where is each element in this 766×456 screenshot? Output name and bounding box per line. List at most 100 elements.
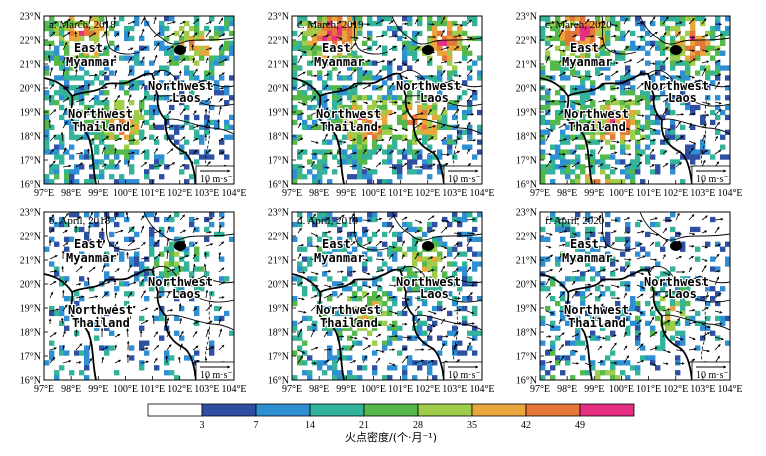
wind-arrow <box>88 163 95 168</box>
fire-cell <box>194 129 200 135</box>
fire-cell <box>54 370 60 376</box>
fire-cell <box>317 216 323 223</box>
fire-cell <box>49 95 55 101</box>
fire-cell <box>74 350 80 356</box>
fire-cell <box>84 350 90 356</box>
wind-arrow <box>49 332 57 338</box>
fire-cell <box>149 104 155 111</box>
map-panel-d: EastMyanmarNorthwestLaosNorthwestThailan… <box>268 208 495 396</box>
fire-cell <box>555 119 561 126</box>
fire-cell <box>472 154 478 160</box>
fire-cell <box>99 169 105 175</box>
wind-arrow <box>649 346 658 351</box>
fire-cell <box>685 30 691 37</box>
wind-arrow <box>401 138 408 142</box>
wind-arrow <box>440 69 446 77</box>
fire-cell <box>590 276 596 282</box>
wind-arrow <box>571 319 576 325</box>
wind-arrow <box>218 58 228 64</box>
fire-cell <box>540 256 546 262</box>
fire-cell <box>337 246 343 252</box>
fire-cell <box>367 70 373 76</box>
fire-cell <box>297 109 303 116</box>
fire-cell <box>74 35 80 42</box>
fire-cell <box>625 90 631 96</box>
wind-arrow <box>127 305 136 312</box>
wind-scale-box <box>691 361 730 380</box>
fire-cell <box>342 25 348 32</box>
fire-cell <box>367 104 373 111</box>
fire-cell <box>164 35 170 42</box>
fire-cell <box>397 164 403 170</box>
wind-arrow <box>427 323 436 328</box>
fire-cell <box>337 114 343 121</box>
wind-arrow <box>558 217 566 221</box>
fire-cell <box>585 45 591 51</box>
fire-cell <box>690 291 696 297</box>
fire-cell <box>605 212 611 218</box>
fire-cell <box>139 345 145 351</box>
fire-cell <box>124 25 130 32</box>
fire-cell <box>705 85 711 91</box>
fire-cell <box>655 241 661 247</box>
wind-arrow <box>584 140 592 144</box>
fire-cell <box>317 50 323 56</box>
fire-cell <box>407 65 413 71</box>
fire-cell <box>575 330 581 336</box>
fire-cell <box>605 251 611 257</box>
fire-cell <box>184 119 190 126</box>
fire-cell <box>685 149 691 155</box>
fire-cell <box>565 139 571 145</box>
fire-cell <box>625 144 631 150</box>
fire-cell <box>224 45 230 51</box>
wind-arrow <box>375 162 382 168</box>
fire-cell <box>204 271 210 277</box>
fire-cell <box>94 149 100 155</box>
fire-cell <box>462 45 468 51</box>
wind-arrow <box>597 284 605 287</box>
fire-cell <box>580 35 586 42</box>
fire-cell <box>620 144 626 150</box>
fire-cell <box>625 80 631 86</box>
fire-cell <box>317 75 323 81</box>
fire-cell <box>680 310 686 317</box>
fire-cell <box>560 40 566 46</box>
fire-cell <box>332 40 338 46</box>
fire-cell <box>302 370 308 376</box>
fire-cell <box>432 75 438 81</box>
fire-cell <box>219 315 225 322</box>
wind-arrow <box>49 84 55 90</box>
fire-cell <box>635 139 641 145</box>
fire-cell <box>367 320 373 326</box>
wind-arrow <box>323 230 332 234</box>
wind-arrow <box>310 244 320 248</box>
fire-cell <box>625 174 631 180</box>
fire-cell <box>690 154 696 160</box>
fire-cell <box>645 114 651 121</box>
fire-cell <box>695 320 701 326</box>
fire-cell <box>44 124 50 130</box>
fire-cell <box>432 129 438 135</box>
colorbar-tick-label: 49 <box>575 420 585 431</box>
fire-cell <box>367 236 373 242</box>
fire-cell <box>307 261 313 267</box>
wind-arrow <box>297 54 303 64</box>
fire-cell <box>179 286 185 292</box>
fire-cell <box>680 124 686 130</box>
fire-cell <box>600 164 606 170</box>
fire-cell <box>620 35 626 42</box>
fire-cell <box>605 320 611 326</box>
wind-arrow <box>323 49 331 52</box>
lon-tick-label: 98°E <box>557 188 577 199</box>
fire-cell <box>560 310 566 317</box>
fire-cell <box>412 149 418 155</box>
fire-cell <box>427 154 433 160</box>
fire-cell <box>342 345 348 351</box>
fire-cell <box>129 119 135 126</box>
boundary-line <box>143 16 234 45</box>
fire-cell <box>447 70 453 76</box>
fire-cell <box>199 30 205 37</box>
fire-cell <box>169 134 175 140</box>
wind-scale-label: 10 m·s⁻¹ <box>200 370 236 381</box>
fire-cell <box>447 25 453 32</box>
